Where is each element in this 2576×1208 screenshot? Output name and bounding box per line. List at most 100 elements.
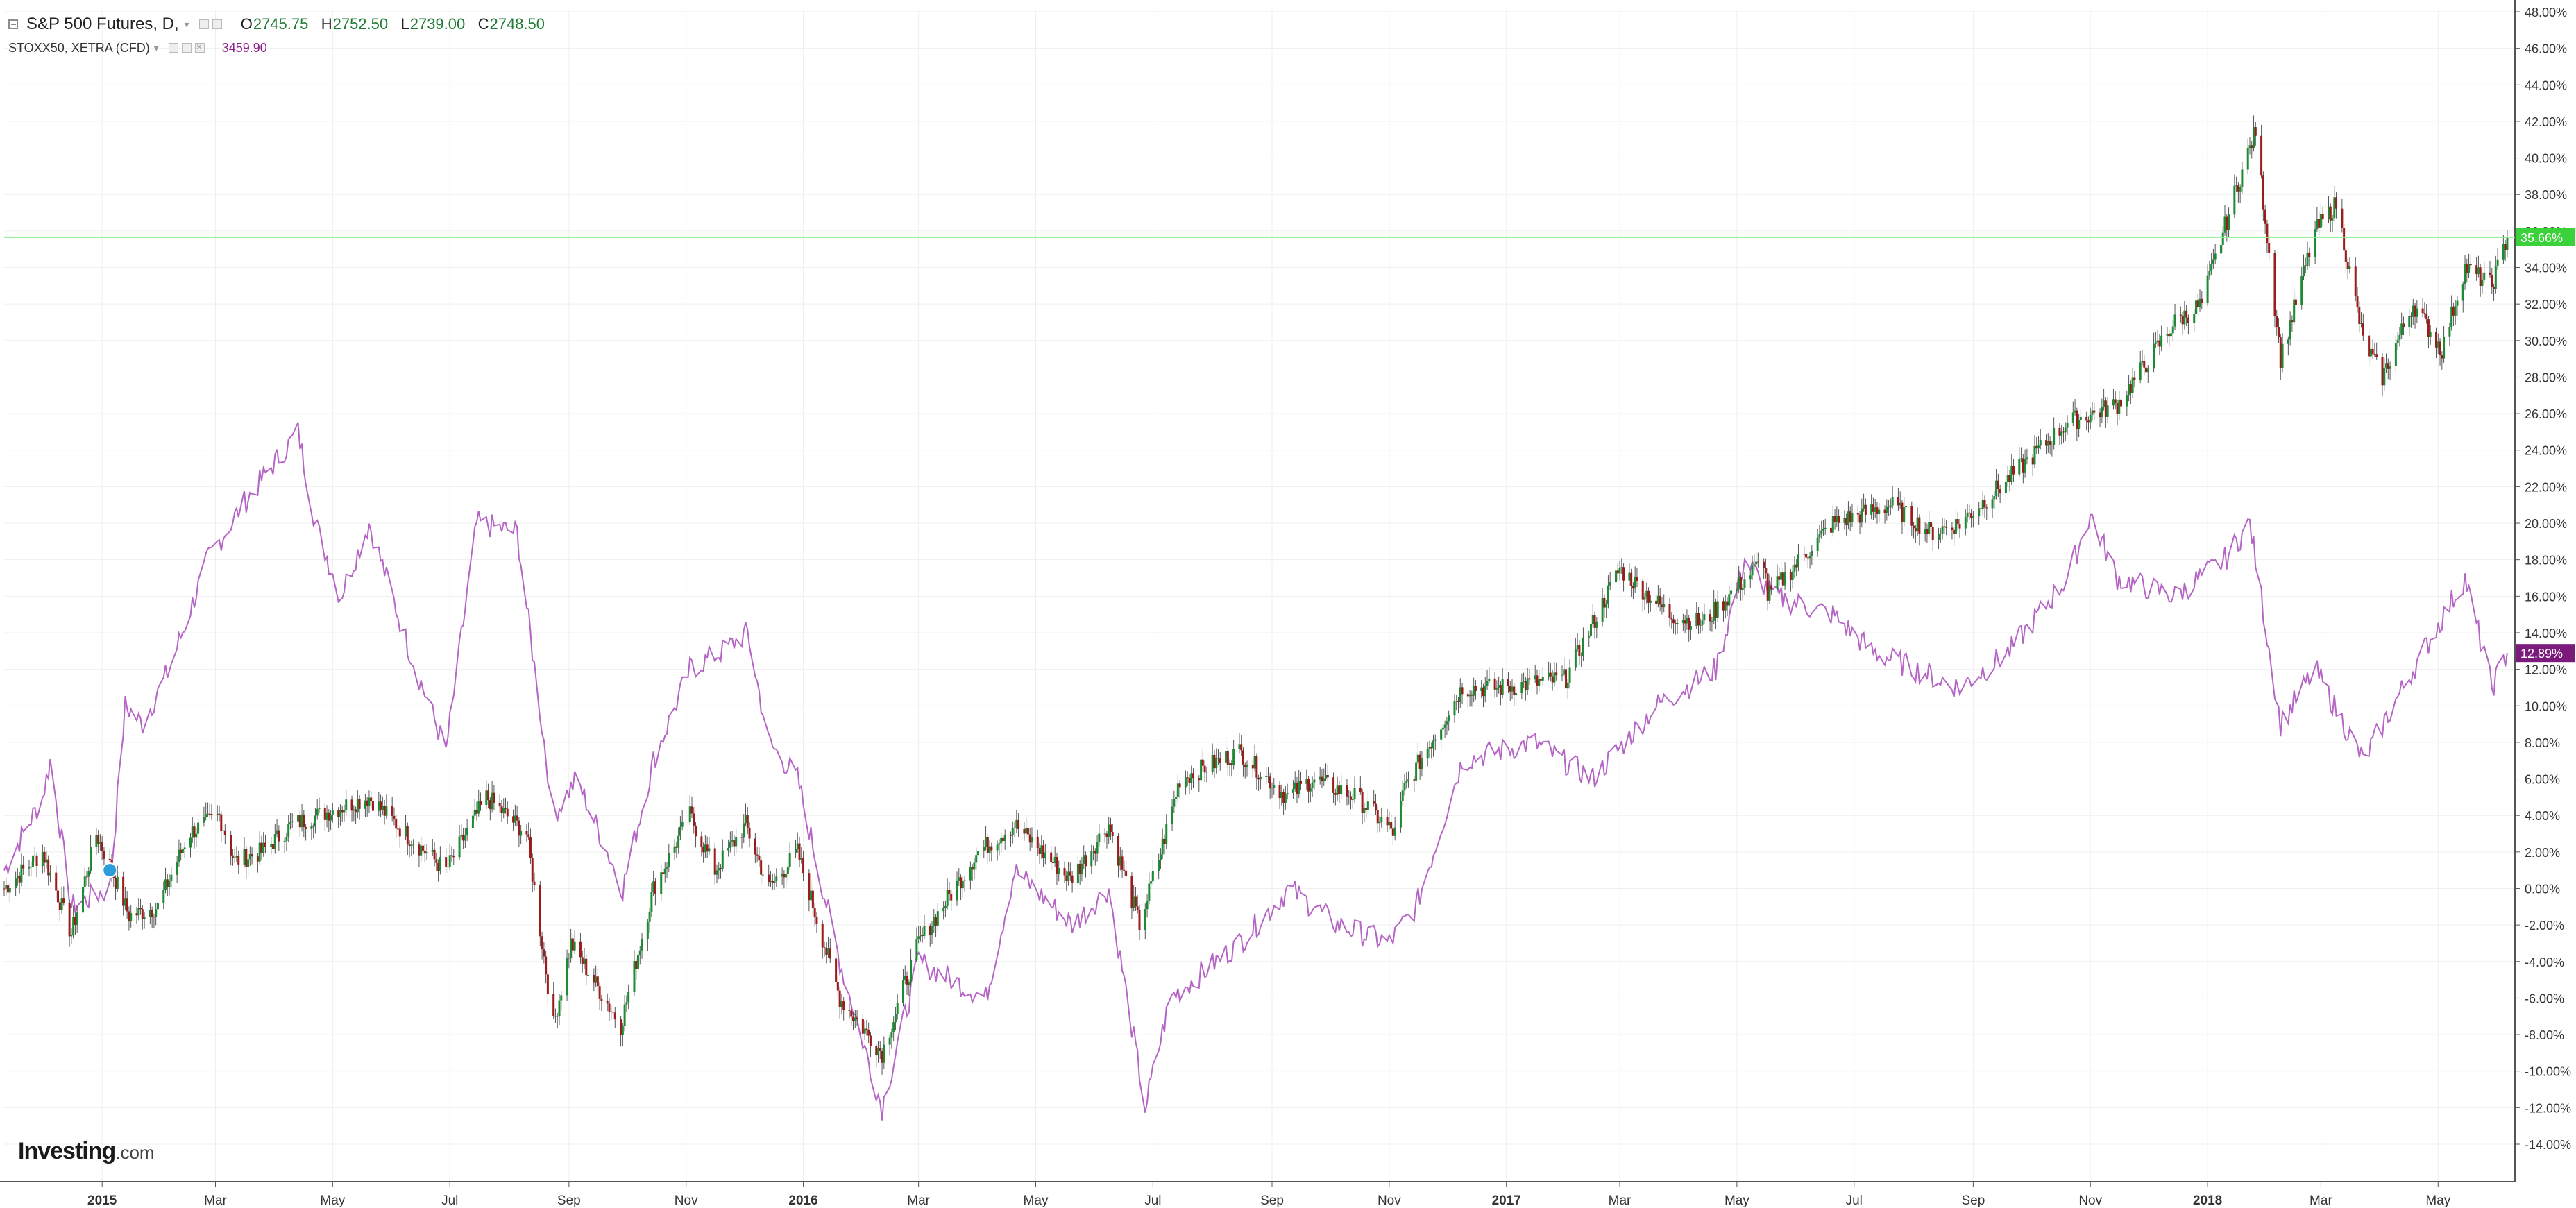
candle-body bbox=[811, 890, 814, 908]
candle-body bbox=[1150, 881, 1153, 884]
hide-icon[interactable] bbox=[212, 19, 222, 29]
candle-body bbox=[1536, 675, 1539, 686]
candle-body bbox=[1440, 729, 1443, 740]
chevron-down-icon[interactable]: ▾ bbox=[153, 42, 159, 53]
candle-body bbox=[1165, 824, 1168, 844]
candle-body bbox=[1269, 776, 1271, 789]
candle-body bbox=[1966, 512, 1969, 518]
candle-body bbox=[813, 908, 816, 917]
candle-body bbox=[420, 845, 423, 856]
candle-body bbox=[2039, 440, 2042, 446]
chevron-down-icon[interactable]: ▾ bbox=[184, 18, 189, 30]
candle-body bbox=[2475, 265, 2478, 275]
candle-body bbox=[746, 815, 749, 828]
candle-body bbox=[1190, 773, 1193, 783]
candle-body bbox=[2174, 314, 2176, 327]
candle-body bbox=[58, 902, 61, 910]
candle-body bbox=[1282, 792, 1285, 803]
candle-body bbox=[231, 855, 234, 858]
candle-body bbox=[956, 881, 958, 901]
candle-body bbox=[264, 842, 266, 847]
candle-body bbox=[688, 806, 691, 822]
candle-body bbox=[1972, 516, 1974, 518]
candle-body bbox=[2022, 458, 2024, 473]
candle-body bbox=[1486, 681, 1489, 686]
candle-body bbox=[838, 990, 841, 1007]
candle-body bbox=[708, 848, 711, 852]
candle-body bbox=[445, 857, 448, 867]
candle-body bbox=[1681, 620, 1684, 624]
candle-body bbox=[2219, 245, 2222, 254]
candle-body bbox=[2141, 361, 2144, 363]
candle-body bbox=[975, 855, 978, 863]
candle-body bbox=[810, 890, 813, 901]
candle-body bbox=[1133, 896, 1135, 908]
candle-body bbox=[1042, 845, 1045, 858]
candle-body bbox=[2091, 410, 2094, 415]
candle-body bbox=[2194, 300, 2197, 314]
candle-body bbox=[435, 859, 438, 863]
candle-body bbox=[1366, 801, 1369, 810]
candle-body bbox=[935, 917, 938, 926]
candle-body bbox=[1647, 590, 1650, 603]
candle-body bbox=[2435, 332, 2438, 348]
candle-body bbox=[715, 870, 718, 875]
event-marker-icon[interactable] bbox=[102, 862, 118, 878]
candle-body bbox=[2494, 266, 2497, 289]
main-series-title[interactable]: S&P 500 Futures, D, bbox=[26, 15, 179, 33]
candle-body bbox=[585, 958, 588, 976]
candle-body bbox=[1524, 681, 1527, 691]
candle-body bbox=[2303, 265, 2305, 277]
candle-body bbox=[2208, 271, 2211, 276]
remove-icon[interactable] bbox=[194, 41, 205, 53]
candle-body bbox=[743, 823, 745, 838]
close-value: 2748.50 bbox=[489, 15, 545, 33]
candle-body bbox=[894, 1014, 897, 1023]
settings-icon[interactable] bbox=[168, 43, 178, 53]
candle-body bbox=[1448, 715, 1450, 722]
compare-series-title[interactable]: STOXX50, XETRA (CFD) bbox=[8, 40, 150, 55]
candle-body bbox=[2262, 175, 2264, 210]
candle-body bbox=[1797, 554, 1799, 568]
candle-body bbox=[552, 994, 555, 1016]
x-axis[interactable]: 2015 Mar May Jul Sep Nov 2016 Mar May Jul Sep Nov 20… bbox=[0, 1181, 2515, 1208]
candle-body bbox=[646, 921, 649, 939]
candle-body bbox=[1789, 572, 1792, 580]
y-axis[interactable]: -14.00% -12.00% -10.00% -8.00% -6.00% -4.00% -… bbox=[2514, 0, 2571, 1182]
settings-icon[interactable] bbox=[198, 19, 209, 29]
candle-body bbox=[83, 876, 86, 887]
candle-body bbox=[971, 867, 974, 870]
candle-body bbox=[960, 877, 963, 889]
candle-body bbox=[1983, 500, 1986, 508]
y-tick-label: -8.00% bbox=[2525, 1028, 2564, 1042]
candle-body bbox=[2035, 445, 2038, 449]
candle-body bbox=[756, 854, 759, 856]
y-tick-label: 4.00% bbox=[2525, 809, 2560, 823]
candle-body bbox=[1083, 855, 1085, 864]
candle-body bbox=[1321, 776, 1323, 781]
y-tick-label: -14.00% bbox=[2525, 1138, 2571, 1152]
candle-body bbox=[2389, 366, 2391, 369]
candle-body bbox=[1238, 744, 1241, 749]
candle-body bbox=[2060, 431, 2063, 436]
candle-body bbox=[2153, 343, 2155, 369]
collapse-icon[interactable] bbox=[8, 19, 18, 29]
candle-body bbox=[1198, 778, 1201, 781]
candle-body bbox=[1568, 667, 1571, 683]
candle-body bbox=[90, 847, 92, 871]
candle-body bbox=[1964, 517, 1967, 529]
last-value-label-stoxx50: 12.89% bbox=[2520, 647, 2563, 661]
candle-body bbox=[1211, 754, 1214, 772]
candle-body bbox=[1146, 901, 1149, 910]
candle-body bbox=[162, 890, 165, 903]
candle-body bbox=[2223, 216, 2226, 233]
candle-body bbox=[1434, 739, 1437, 741]
candle-body bbox=[1105, 833, 1108, 837]
candle-body bbox=[560, 995, 563, 1001]
candle-body bbox=[189, 837, 192, 848]
y-tick-label: -12.00% bbox=[2525, 1101, 2571, 1115]
candle-body bbox=[1697, 613, 1700, 626]
candle-body bbox=[1953, 529, 1956, 534]
hide-icon[interactable] bbox=[181, 43, 192, 53]
